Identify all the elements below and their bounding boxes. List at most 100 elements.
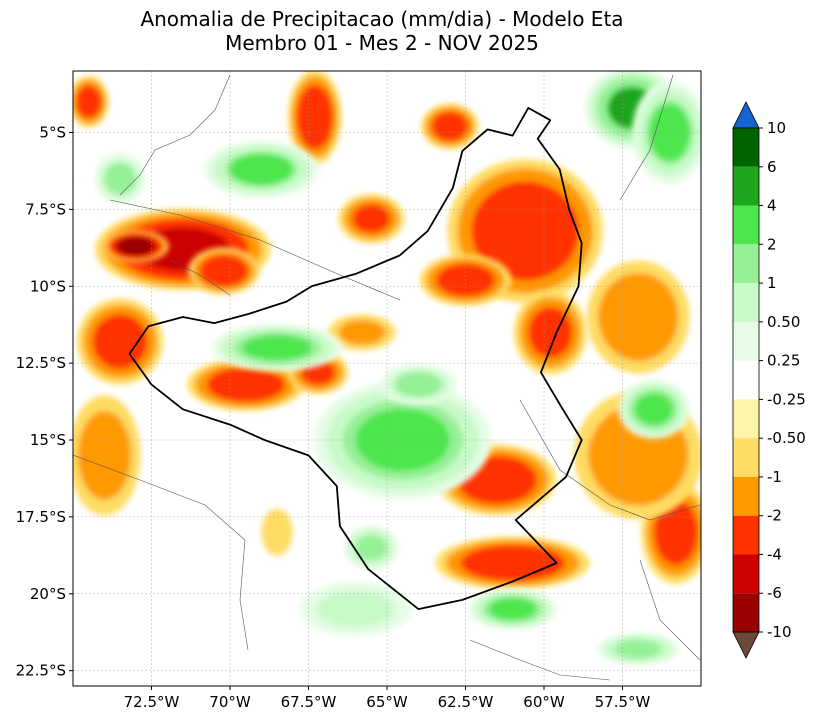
y-tick-label: 22.5°S <box>16 662 66 680</box>
anomaly-contour <box>606 282 670 352</box>
anomaly-contour <box>96 318 144 366</box>
colorbar-segment <box>733 283 759 322</box>
country-borders <box>73 74 701 681</box>
anomaly-blob <box>513 290 587 375</box>
colorbar-label: -6 <box>767 584 782 602</box>
anomaly-contour <box>355 535 387 561</box>
x-tick-label: 70°W <box>209 693 251 711</box>
anomaly-contour <box>80 416 128 495</box>
anomaly-field <box>73 71 701 666</box>
anomaly-blob <box>73 395 141 516</box>
anomaly-contour <box>465 461 529 499</box>
colorbar-segment <box>733 360 759 400</box>
title-line-2: Membro 01 - Mes 2 - NOV 2025 <box>225 31 539 55</box>
y-tick-label: 7.5°S <box>25 200 66 218</box>
anomaly-contour <box>242 335 312 361</box>
colorbar-segment <box>733 554 759 594</box>
anomaly-contour <box>120 238 152 255</box>
border-line <box>619 74 674 201</box>
title-line-1: Anomalia de Precipitacao (mm/dia) - Mode… <box>140 7 623 31</box>
colorbar-label: 4 <box>767 197 777 215</box>
border-line <box>109 199 401 301</box>
colorbar: 10 6 4 2 1 0.50 0.25 -0.25 -0.50 -1 -2 -4 -6 -10 <box>732 101 806 659</box>
anomaly-contour <box>635 393 673 425</box>
y-tick-label: 10°S <box>30 277 66 295</box>
colorbar-label: 0.50 <box>767 313 800 331</box>
anomaly-contour <box>316 590 395 628</box>
colorbar-label: 10 <box>767 119 786 137</box>
x-tick-label: 60°W <box>523 693 565 711</box>
anomaly-contour <box>434 113 466 139</box>
x-tick-label: 65°W <box>366 693 408 711</box>
y-tick-label: 15°S <box>30 431 66 449</box>
x-tick-label: 57.5°W <box>595 693 651 711</box>
anomaly-blob <box>94 152 146 205</box>
colorbar-segment <box>733 205 759 245</box>
anomaly-contour <box>204 258 243 284</box>
colorbar-label: -0.50 <box>767 429 806 447</box>
anomaly-contour <box>352 204 391 233</box>
anomaly-blob <box>299 582 413 637</box>
colorbar-under-arrow <box>732 631 760 659</box>
anomaly-contour <box>261 508 293 556</box>
map-panel <box>73 71 701 686</box>
border-line <box>73 454 249 651</box>
anomaly-contour <box>657 503 695 561</box>
anomaly-blob <box>435 536 590 590</box>
colorbar-label: 2 <box>767 235 777 253</box>
colorbar-segment <box>733 128 759 167</box>
colorbar-label: -0.25 <box>767 390 806 408</box>
anomaly-blob <box>338 193 405 244</box>
colorbar-over-arrow <box>732 101 760 129</box>
anomaly-blob <box>188 247 260 295</box>
colorbar-segment <box>733 166 759 206</box>
anomaly-blob <box>468 588 558 630</box>
x-tick-label: 72.5°W <box>124 693 180 711</box>
anomaly-blob <box>73 75 109 128</box>
y-tick-label: 20°S <box>30 585 66 603</box>
colorbar-segment <box>733 476 759 516</box>
anomaly-blob <box>343 525 399 570</box>
anomaly-contour <box>214 370 278 399</box>
colorbar-segment <box>733 321 759 361</box>
anomaly-contour <box>300 92 329 143</box>
colorbar-segment <box>733 399 759 439</box>
y-tick-label: 17.5°S <box>16 508 66 526</box>
colorbar-label: 0.25 <box>767 352 800 370</box>
y-tick-label: 5°S <box>39 124 66 142</box>
anomaly-contour <box>230 153 293 186</box>
anomaly-contour <box>104 162 136 195</box>
anomaly-blob <box>447 159 604 303</box>
colorbar-label: -10 <box>767 623 792 641</box>
border-line <box>469 639 611 681</box>
colorbar-label: -2 <box>767 507 782 525</box>
colorbar-segment <box>733 244 759 284</box>
anomaly-blob <box>379 364 457 406</box>
border-line <box>169 259 231 296</box>
border-line <box>519 399 701 521</box>
anomaly-blob <box>327 314 396 351</box>
anomaly-contour <box>529 308 571 356</box>
anomaly-contour <box>489 598 537 621</box>
basin-boundary <box>128 107 583 610</box>
colorbar-frame <box>732 127 760 633</box>
colorbar-label: 6 <box>767 158 777 176</box>
anomaly-blob <box>261 508 293 556</box>
anomaly-contour <box>394 372 442 398</box>
anomaly-blob <box>211 324 343 372</box>
anomaly-blob <box>596 632 680 666</box>
anomaly-contour <box>338 319 386 345</box>
colorbar-label: -1 <box>767 468 782 486</box>
anomaly-contour <box>614 639 662 659</box>
anomaly-blob <box>421 103 479 150</box>
border-line <box>119 74 231 196</box>
y-axis-ticks: 5°S 7.5°S 10°S 12.5°S 15°S 17.5°S 20°S 22.5°S <box>16 124 73 680</box>
x-tick-label: 62.5°W <box>438 693 494 711</box>
anomaly-contour <box>471 548 554 578</box>
anomaly-blob <box>77 298 164 385</box>
x-tick-label: 67.5°W <box>281 693 337 711</box>
colorbar-segment <box>733 515 759 555</box>
anomaly-blob <box>618 379 690 439</box>
y-tick-label: 12.5°S <box>16 354 66 372</box>
